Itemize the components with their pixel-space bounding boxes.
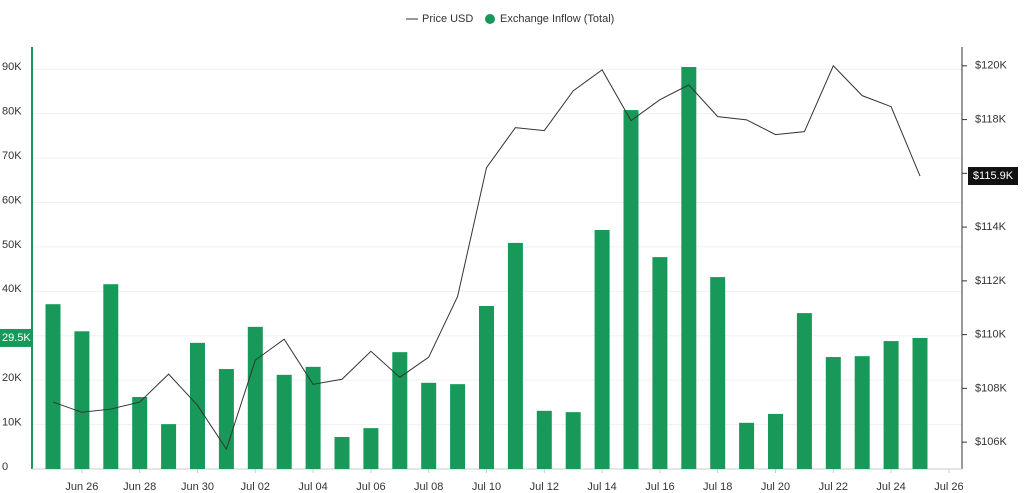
price-line	[52, 64, 921, 451]
x-tick-label: Jul 08	[414, 481, 443, 493]
x-tick-label: Jul 22	[819, 481, 848, 493]
x-tick-label: Jul 16	[645, 481, 674, 493]
bar	[392, 352, 408, 469]
bar	[276, 374, 292, 469]
y-tick-label: 0	[2, 461, 8, 473]
y-tick-label: 50K	[2, 239, 22, 251]
bar	[681, 66, 697, 469]
y2-tick-label: $106K	[975, 436, 1007, 448]
x-tick-label: Jul 10	[472, 481, 501, 493]
legend-label: Price USD	[422, 13, 473, 25]
x-tick-label: Jun 30	[181, 481, 214, 493]
crosshair-label: 29.5K	[2, 332, 31, 344]
x-tick-label: Jul 26	[934, 481, 963, 493]
x-tick-label: Jun 26	[65, 481, 98, 493]
y2-tick-label: $108K	[975, 382, 1007, 394]
y2-tick-label: $120K	[975, 60, 1007, 72]
y-tick-label: 90K	[2, 61, 22, 73]
y-tick-label: 80K	[2, 106, 22, 118]
bar	[623, 110, 639, 470]
bar	[450, 384, 466, 469]
bar	[218, 369, 234, 469]
bar	[305, 366, 321, 469]
x-tick-label: Jul 02	[241, 481, 270, 493]
y2-tick-label: $118K	[975, 113, 1007, 125]
legend-dot-icon	[485, 14, 495, 24]
x-tick-label: Jul 06	[356, 481, 385, 493]
bar	[796, 313, 812, 469]
bar	[854, 356, 870, 469]
bar	[103, 284, 119, 469]
y-tick-label: 70K	[2, 150, 22, 162]
bar	[45, 304, 61, 469]
y-tick-label: 20K	[2, 372, 22, 384]
bar	[507, 242, 523, 469]
last-price-label: $115.9K	[973, 170, 1014, 182]
bar	[74, 331, 90, 469]
bar	[363, 428, 379, 469]
y-tick-label: 10K	[2, 416, 22, 428]
bar	[334, 437, 350, 469]
last-price-bg	[968, 167, 1018, 186]
bar	[161, 424, 177, 469]
bar	[739, 422, 755, 469]
y-tick-label: 60K	[2, 194, 22, 206]
x-tick-label: Jul 18	[703, 481, 732, 493]
bar	[594, 230, 610, 469]
bar	[421, 382, 437, 469]
bar	[912, 337, 928, 469]
x-tick-label: Jul 04	[298, 481, 327, 493]
x-tick-label: Jul 12	[530, 481, 559, 493]
bar	[710, 277, 726, 469]
x-tick-label: Jul 14	[587, 481, 616, 493]
y2-tick-label: $112K	[975, 275, 1007, 287]
y-tick-label: 40K	[2, 283, 22, 295]
bar	[883, 341, 899, 469]
bar	[479, 305, 494, 469]
bar	[247, 326, 263, 469]
x-tick-label: Jul 24	[876, 481, 905, 493]
x-tick-label: Jul 20	[761, 481, 790, 493]
bar	[565, 412, 581, 469]
bar	[768, 413, 783, 469]
legend-label: Exchange Inflow (Total)	[500, 13, 614, 25]
y2-tick-label: $110K	[975, 329, 1007, 341]
crosshair-label-bg	[0, 328, 32, 347]
bar	[132, 397, 148, 469]
bar	[536, 410, 552, 469]
bar	[652, 257, 668, 469]
x-tick-label: Jun 28	[123, 481, 156, 493]
bar	[825, 357, 841, 469]
y2-tick-label: $114K	[975, 221, 1007, 233]
